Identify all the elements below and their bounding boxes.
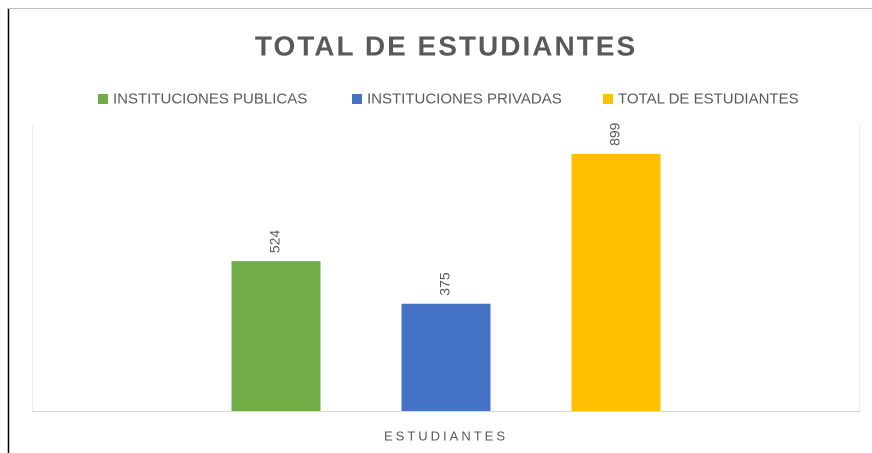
data-label: 375 (437, 272, 453, 296)
legend-label: INSTITUCIONES PRIVADAS (367, 90, 562, 107)
bar (231, 261, 321, 411)
x-tick-label: ESTUDIANTES (384, 428, 508, 443)
data-label: 524 (267, 230, 283, 254)
chart-title: TOTAL DE ESTUDIANTES (255, 30, 637, 61)
legend-swatch (603, 94, 613, 104)
legend-swatch (352, 94, 362, 104)
bar (401, 303, 491, 411)
legend-swatch (98, 94, 108, 104)
data-label: 899 (607, 122, 623, 146)
legend-label: TOTAL DE ESTUDIANTES (618, 90, 799, 107)
legend-label: INSTITUCIONES PUBLICAS (113, 90, 307, 107)
bar (571, 153, 661, 412)
